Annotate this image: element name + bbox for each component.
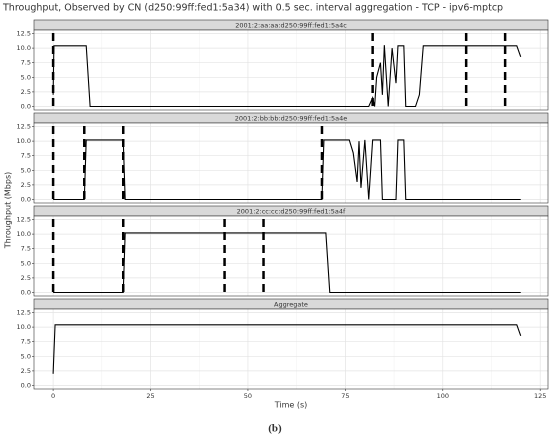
plot-area xyxy=(34,30,548,110)
data-line xyxy=(52,45,522,108)
y-tick-label: 12.5 xyxy=(17,309,31,317)
y-tick-label: 2.5 xyxy=(21,274,31,282)
chart-title: Throughput, Observed by CN (d250:99ff:fe… xyxy=(2,3,503,14)
y-tick-label: 12.5 xyxy=(17,30,31,38)
panel-border xyxy=(33,29,549,111)
y-axis-label: Throughput (Mbps) xyxy=(4,172,13,249)
x-axis-label: Time (s) xyxy=(274,401,308,410)
x-tick-label: 0 xyxy=(51,392,55,400)
y-tick-label: 5.0 xyxy=(21,259,31,267)
x-tick-label: 125 xyxy=(534,392,546,400)
y-tick-label: 7.5 xyxy=(21,152,31,160)
y-tick-label: 10.0 xyxy=(17,44,31,52)
x-tick-label: 100 xyxy=(437,392,449,400)
strip-label: Aggregate xyxy=(274,301,308,309)
panel-border xyxy=(33,122,549,204)
x-tick-label: 25 xyxy=(146,392,154,400)
y-tick-label: 2.5 xyxy=(21,181,31,189)
y-tick-label: 10.0 xyxy=(17,230,31,238)
strip-label: 2001:2:aa:aa:d250:99ff:fed1:5a4c xyxy=(235,22,347,30)
y-tick-label: 12.5 xyxy=(17,123,31,131)
plot-area xyxy=(34,216,548,296)
strip-label: 2001:2:cc:cc:d250:99ff:fed1:5a4f xyxy=(237,208,346,216)
y-tick-label: 2.5 xyxy=(21,88,31,96)
y-tick-label: 10.0 xyxy=(17,137,31,145)
y-tick-label: 2.5 xyxy=(21,367,31,375)
strip-label: 2001:2:bb:bb:d250:99ff:fed1:5a4e xyxy=(235,115,348,123)
y-tick-label: 7.5 xyxy=(21,245,31,253)
y-tick-label: 0.0 xyxy=(21,288,31,296)
panel-border xyxy=(33,215,549,297)
y-tick-label: 7.5 xyxy=(21,338,31,346)
y-tick-label: 0.0 xyxy=(21,195,31,203)
plot-area xyxy=(34,309,548,389)
data-line xyxy=(52,324,522,374)
y-tick-label: 7.5 xyxy=(21,59,31,67)
y-tick-label: 0.0 xyxy=(21,102,31,110)
plot-area xyxy=(34,123,548,203)
caption: (b) xyxy=(268,423,282,435)
panel-border xyxy=(33,308,549,390)
x-tick-label: 50 xyxy=(244,392,252,400)
y-tick-label: 12.5 xyxy=(17,216,31,224)
y-tick-label: 5.0 xyxy=(21,166,31,174)
y-tick-label: 5.0 xyxy=(21,73,31,81)
y-tick-label: 10.0 xyxy=(17,323,31,331)
y-tick-label: 0.0 xyxy=(21,381,31,389)
y-tick-label: 5.0 xyxy=(21,352,31,360)
x-tick-label: 75 xyxy=(341,392,349,400)
